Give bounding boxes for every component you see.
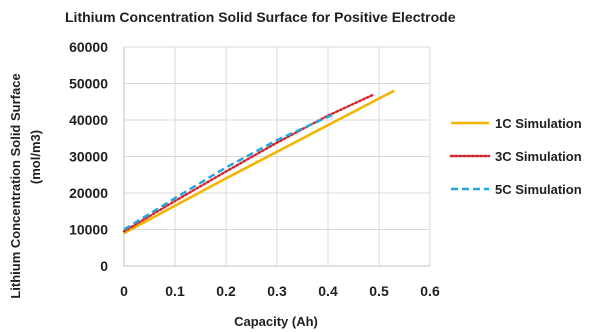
legend-label-1: 1C Simulation bbox=[495, 116, 582, 131]
y-tick-label: 10000 bbox=[69, 222, 108, 238]
series-lines bbox=[122, 89, 395, 235]
series-line-2 bbox=[122, 93, 376, 233]
chart-title: Lithium Concentration Solid Surface for … bbox=[65, 9, 456, 25]
x-tick-label: 0.5 bbox=[369, 283, 389, 299]
y-tick-label: 40000 bbox=[69, 112, 108, 128]
y-tick-label: 30000 bbox=[69, 149, 108, 165]
y-axis-title-line-2: (mol/m3) bbox=[28, 130, 43, 184]
gridlines bbox=[124, 46, 431, 266]
y-tick-label: 50000 bbox=[69, 76, 108, 92]
series-line-3 bbox=[123, 113, 334, 231]
legend-item-3: 5C Simulation bbox=[451, 182, 582, 197]
x-tick-label: 0 bbox=[120, 283, 128, 299]
legend: 1C Simulation 3C Simulation 5C Simulation bbox=[449, 116, 582, 197]
series-line-1 bbox=[123, 89, 395, 235]
legend-item-2: 3C Simulation bbox=[449, 149, 582, 164]
legend-label-3: 5C Simulation bbox=[495, 182, 582, 197]
tick-labels: 0 10000 20000 30000 40000 50000 60000 0 0.1 0.2 0.… bbox=[69, 39, 440, 299]
legend-item-1: 1C Simulation bbox=[451, 116, 582, 131]
y-tick-label: 60000 bbox=[69, 39, 108, 55]
legend-label-2: 3C Simulation bbox=[495, 149, 582, 164]
x-tick-label: 0.6 bbox=[420, 283, 440, 299]
y-tick-label: 20000 bbox=[69, 185, 108, 201]
x-axis-title: Capacity (Ah) bbox=[234, 314, 318, 329]
x-tick-label: 0.4 bbox=[318, 283, 338, 299]
x-tick-label: 0.3 bbox=[267, 283, 287, 299]
y-tick-label: 0 bbox=[100, 258, 108, 274]
x-tick-label: 0.1 bbox=[165, 283, 185, 299]
y-axis-title-line-1: Lithium Concentration Solid Surface bbox=[8, 73, 23, 298]
x-tick-label: 0.2 bbox=[216, 283, 236, 299]
